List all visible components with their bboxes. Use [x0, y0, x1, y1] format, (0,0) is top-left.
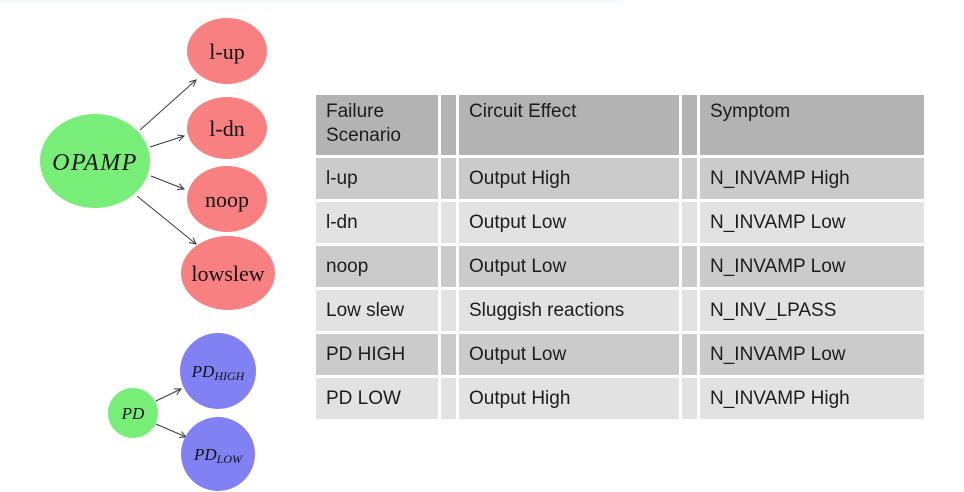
cell-spacer [682, 158, 697, 199]
node-lowslew-ellipse [181, 236, 275, 310]
cell-spacer [682, 378, 697, 419]
edge-opamp-lowslew [136, 195, 197, 245]
node-lup-ellipse [187, 18, 267, 84]
pd-tree-edges [155, 388, 188, 438]
node-lowslew-label: lowslew [191, 261, 264, 286]
cell-failure: l-dn [316, 202, 438, 243]
cell-symptom: N_INVAMP High [700, 158, 924, 199]
edge-opamp-noop [150, 175, 186, 191]
fault-tree-diagram: OPAMP l-up l-dn noop lowslew PD PDHIGH [40, 18, 275, 491]
node-lowslew: lowslew [181, 236, 275, 310]
cell-symptom: N_INVAMP Low [700, 246, 924, 287]
node-pd: PD [108, 388, 158, 438]
node-pd-high-label: PDHIGH [191, 362, 246, 383]
cell-spacer [441, 378, 456, 419]
header-cell-failure-scenario: Failure Scenario [316, 95, 438, 155]
cell-spacer [441, 290, 456, 331]
cell-effect: Output Low [459, 334, 679, 375]
cell-effect: Output High [459, 378, 679, 419]
cell-spacer [682, 290, 697, 331]
node-opamp: OPAMP [40, 114, 150, 208]
edge-opamp-ldn [149, 134, 186, 148]
node-pd-circle [108, 388, 158, 438]
edge-pd-high [155, 388, 182, 402]
node-opamp-label: OPAMP [52, 150, 138, 176]
node-pd-low-label: PDLOW [193, 445, 243, 466]
failure-symptom-table: Failure Scenario Circuit Effect Symptom … [316, 95, 924, 419]
header-cell-circuit-effect: Circuit Effect [459, 95, 679, 155]
node-lup: l-up [187, 18, 267, 84]
cell-failure: l-up [316, 158, 438, 199]
node-opamp-ellipse [40, 114, 150, 208]
cell-spacer [441, 246, 456, 287]
cell-spacer [682, 202, 697, 243]
cell-failure: noop [316, 246, 438, 287]
cell-spacer [441, 334, 456, 375]
cell-failure: PD HIGH [316, 334, 438, 375]
edge-opamp-lup [139, 79, 197, 131]
node-pd-high: PDHIGH [180, 333, 256, 409]
top-edge-strip [0, 0, 622, 3]
cell-effect: Output High [459, 158, 679, 199]
node-noop-ellipse [187, 166, 267, 232]
cell-symptom: N_INVAMP Low [700, 334, 924, 375]
node-pd-label: PD [121, 404, 145, 423]
node-lup-label: l-up [209, 39, 244, 64]
node-ldn-ellipse [187, 97, 267, 159]
cell-effect: Sluggish reactions [459, 290, 679, 331]
cell-spacer [682, 334, 697, 375]
edge-pd-low [155, 423, 188, 438]
cell-spacer [441, 158, 456, 199]
header-spacer-2 [682, 95, 697, 155]
cell-symptom: N_INV_LPASS [700, 290, 924, 331]
cell-failure: PD LOW [316, 378, 438, 419]
cell-symptom: N_INVAMP High [700, 378, 924, 419]
node-ldn-label: l-dn [209, 116, 244, 141]
node-pd-low-circle [181, 417, 255, 491]
cell-spacer [682, 246, 697, 287]
cell-effect: Output Low [459, 246, 679, 287]
cell-spacer [441, 202, 456, 243]
opamp-tree-edges [136, 79, 197, 245]
header-cell-symptom: Symptom [700, 95, 924, 155]
node-pd-high-circle [180, 333, 256, 409]
node-ldn: l-dn [187, 97, 267, 159]
cell-symptom: N_INVAMP Low [700, 202, 924, 243]
header-spacer-1 [441, 95, 456, 155]
node-pd-low: PDLOW [181, 417, 255, 491]
cell-effect: Output Low [459, 202, 679, 243]
cell-failure: Low slew [316, 290, 438, 331]
node-noop-label: noop [205, 187, 249, 212]
node-noop: noop [187, 166, 267, 232]
